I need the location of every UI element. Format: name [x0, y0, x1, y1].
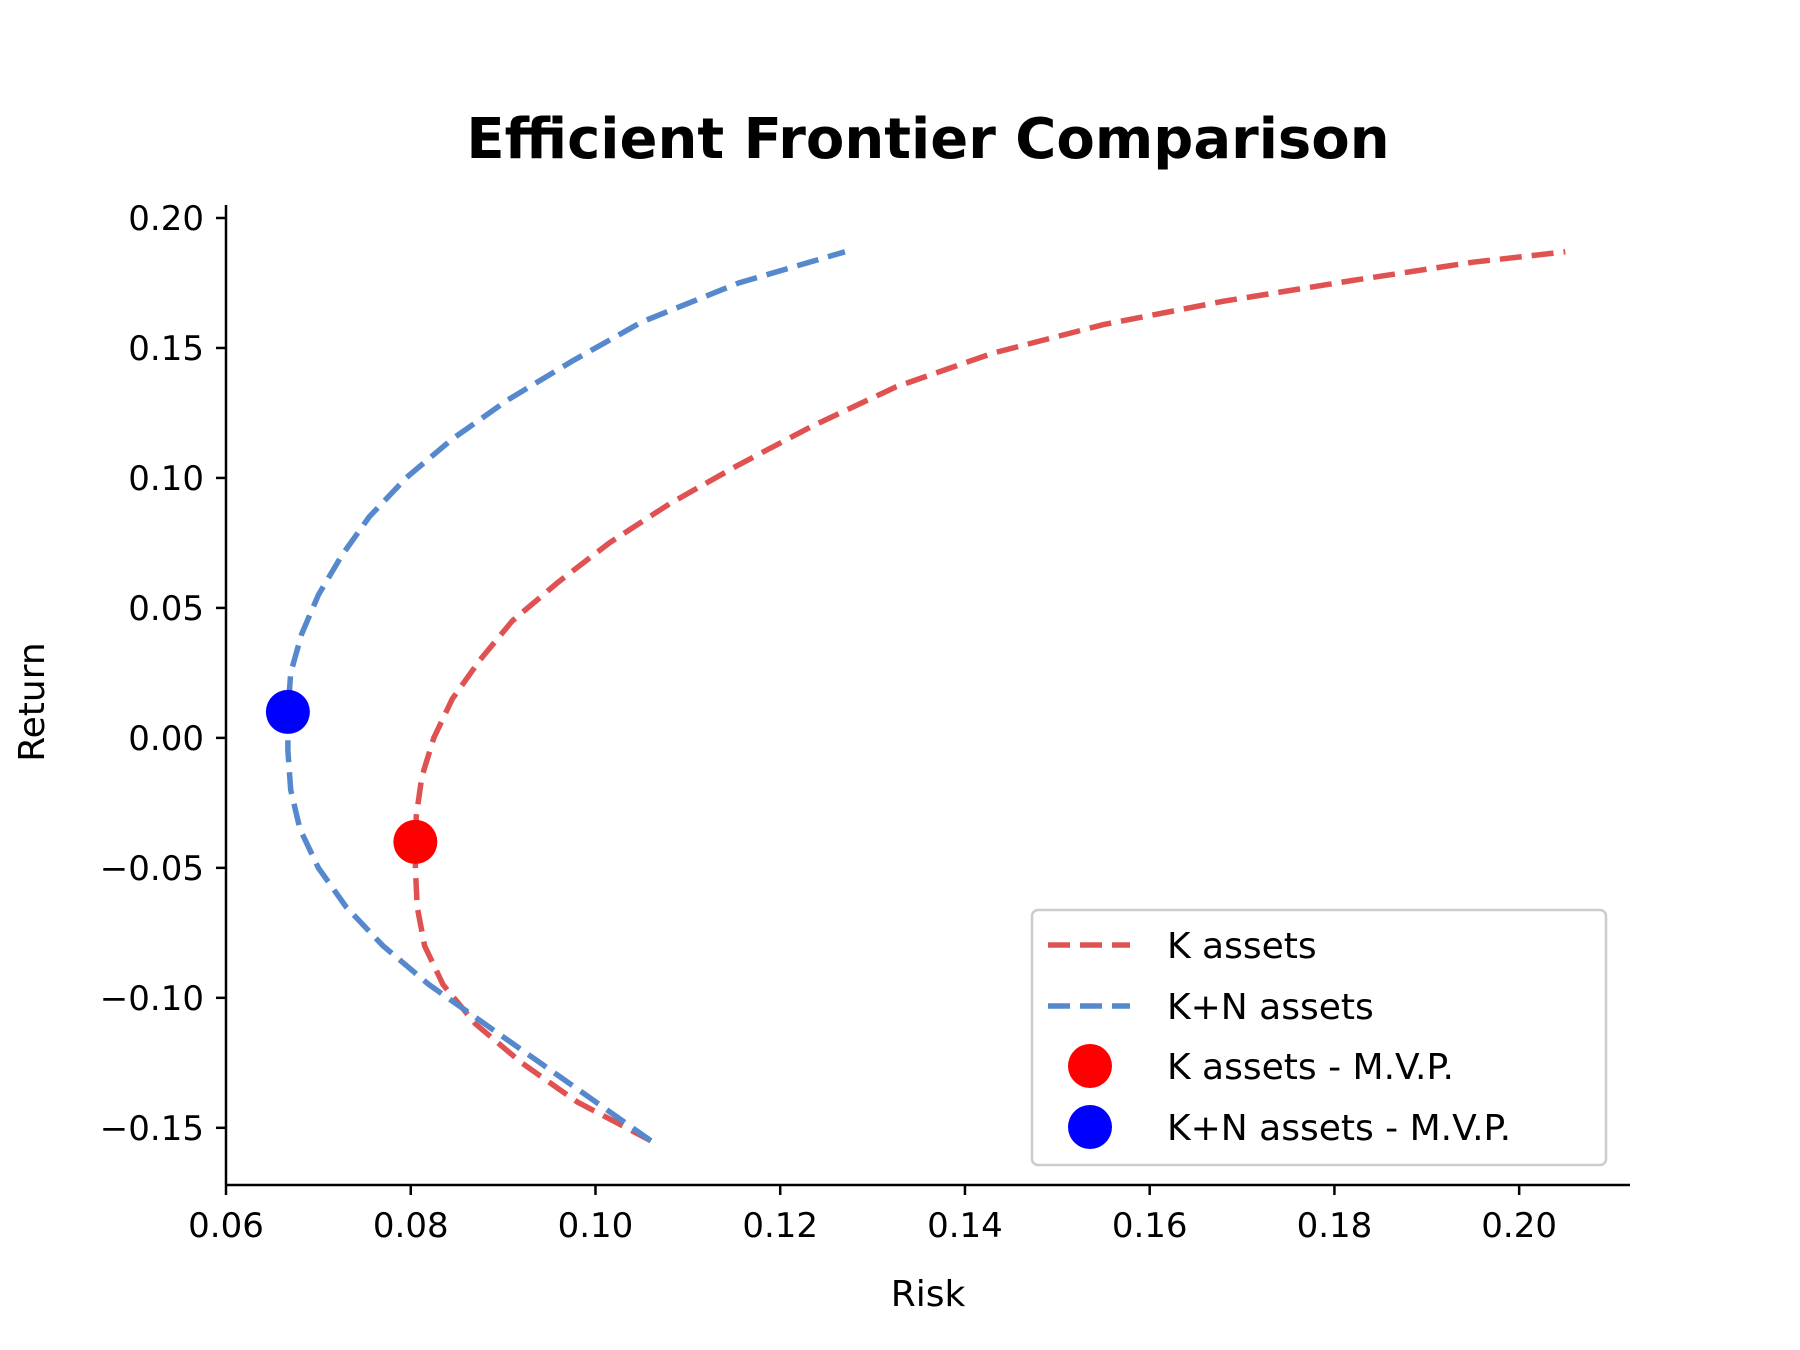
y-tick-label: 0.10	[128, 459, 204, 499]
k-assets-frontier-line	[412, 249, 1566, 1144]
y-tick-label: 0.05	[128, 589, 204, 629]
x-tick-label: 0.14	[927, 1206, 1003, 1246]
legend-k-assets-label: K assets	[1167, 926, 1317, 967]
x-tick-label: 0.16	[1112, 1206, 1188, 1246]
y-tick-label: −0.15	[100, 1109, 204, 1149]
legend-k-mvp-label: K assets - M.V.P.	[1167, 1047, 1454, 1088]
y-tick-label: 0.00	[128, 719, 204, 759]
y-axis-label: Return	[12, 642, 53, 761]
x-axis-label: Risk	[891, 1274, 966, 1315]
kn-assets-mvp-point	[265, 689, 310, 734]
x-tick-label: 0.18	[1297, 1206, 1373, 1246]
legend-box	[1030, 908, 1608, 1167]
y-tick-label: 0.20	[128, 199, 204, 239]
legend-k-mvp-swatch	[1068, 1044, 1112, 1088]
y-tick-label: −0.10	[100, 979, 204, 1019]
x-tick-label: 0.12	[742, 1206, 818, 1246]
k-assets-mvp-point	[393, 819, 438, 864]
marker-layer	[265, 689, 438, 864]
legend-kn-mvp-label: K+N assets - M.V.P.	[1167, 1108, 1511, 1149]
x-tick-label: 0.06	[188, 1206, 264, 1246]
y-tick-label: 0.15	[128, 329, 204, 369]
x-axis-ticks: 0.06 0.08 0.10 0.12 0.14 0.16 0.18 0.20	[188, 1185, 1557, 1246]
legend: K assets K+N assets K assets - M.V.P. K+…	[1030, 908, 1608, 1167]
y-axis-ticks: 0.20 0.15 0.10 0.05 0.00 −0.05 −0.10 −0.15	[100, 199, 226, 1149]
x-tick-label: 0.10	[558, 1206, 634, 1246]
legend-kn-mvp-swatch	[1068, 1105, 1112, 1149]
legend-kn-assets-label: K+N assets	[1167, 987, 1374, 1028]
chart-title: Efficient Frontier Comparison	[466, 107, 1389, 172]
plot-area	[265, 249, 1566, 1144]
y-tick-label: −0.05	[100, 849, 204, 889]
x-tick-label: 0.20	[1481, 1206, 1557, 1246]
x-tick-label: 0.08	[373, 1206, 449, 1246]
